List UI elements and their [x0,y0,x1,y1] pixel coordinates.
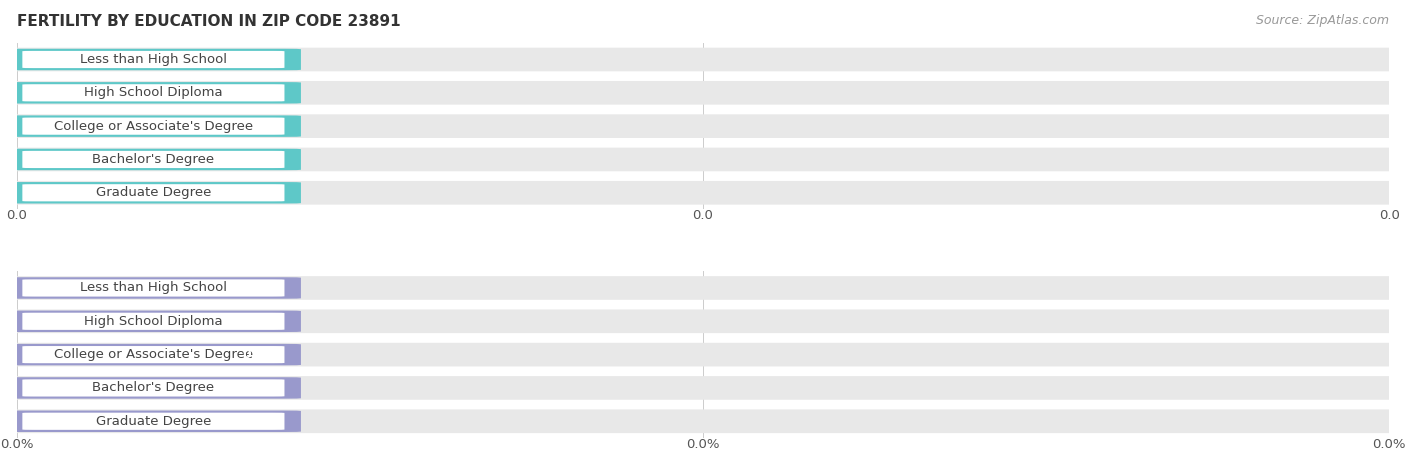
FancyBboxPatch shape [22,379,284,397]
FancyBboxPatch shape [0,181,1406,205]
FancyBboxPatch shape [0,148,1406,171]
Text: 0.0: 0.0 [256,86,277,99]
FancyBboxPatch shape [0,81,1406,105]
Text: 0.0: 0.0 [256,186,277,199]
Text: College or Associate's Degree: College or Associate's Degree [53,119,253,133]
FancyBboxPatch shape [22,151,284,168]
Text: 0.0%: 0.0% [243,348,277,361]
FancyBboxPatch shape [22,51,284,68]
Text: 0.0: 0.0 [256,119,277,133]
FancyBboxPatch shape [22,118,284,135]
FancyBboxPatch shape [0,343,1406,367]
FancyBboxPatch shape [0,276,1406,300]
Text: 0.0%: 0.0% [1372,438,1406,451]
FancyBboxPatch shape [0,277,301,299]
FancyBboxPatch shape [22,413,284,430]
FancyBboxPatch shape [0,82,301,104]
Text: Graduate Degree: Graduate Degree [96,415,211,428]
Text: 0.0: 0.0 [256,153,277,166]
Text: High School Diploma: High School Diploma [84,86,222,99]
FancyBboxPatch shape [0,409,1406,433]
Text: 0.0: 0.0 [256,53,277,66]
Text: 0.0%: 0.0% [243,381,277,395]
FancyBboxPatch shape [0,114,1406,138]
FancyBboxPatch shape [0,309,1406,333]
FancyBboxPatch shape [0,182,301,204]
Text: 0.0%: 0.0% [0,438,34,451]
Text: Less than High School: Less than High School [80,281,226,295]
FancyBboxPatch shape [0,376,1406,400]
Text: Bachelor's Degree: Bachelor's Degree [93,381,215,395]
Text: Less than High School: Less than High School [80,53,226,66]
FancyBboxPatch shape [22,184,284,201]
FancyBboxPatch shape [0,344,301,366]
Text: High School Diploma: High School Diploma [84,315,222,328]
Text: 0.0%: 0.0% [243,315,277,328]
Text: 0.0: 0.0 [693,209,713,222]
FancyBboxPatch shape [0,49,301,70]
Text: 0.0%: 0.0% [243,281,277,295]
Text: 0.0%: 0.0% [243,415,277,428]
Text: Source: ZipAtlas.com: Source: ZipAtlas.com [1256,14,1389,27]
Text: Bachelor's Degree: Bachelor's Degree [93,153,215,166]
FancyBboxPatch shape [22,279,284,297]
FancyBboxPatch shape [22,84,284,101]
Text: College or Associate's Degree: College or Associate's Degree [53,348,253,361]
Text: 0.0%: 0.0% [686,438,720,451]
FancyBboxPatch shape [0,48,1406,71]
FancyBboxPatch shape [0,410,301,432]
FancyBboxPatch shape [0,149,301,170]
Text: 0.0: 0.0 [1379,209,1399,222]
Text: Graduate Degree: Graduate Degree [96,186,211,199]
Text: FERTILITY BY EDUCATION IN ZIP CODE 23891: FERTILITY BY EDUCATION IN ZIP CODE 23891 [17,14,401,30]
FancyBboxPatch shape [0,377,301,399]
FancyBboxPatch shape [22,346,284,363]
FancyBboxPatch shape [22,313,284,330]
FancyBboxPatch shape [0,310,301,332]
Text: 0.0: 0.0 [7,209,27,222]
FancyBboxPatch shape [0,115,301,137]
